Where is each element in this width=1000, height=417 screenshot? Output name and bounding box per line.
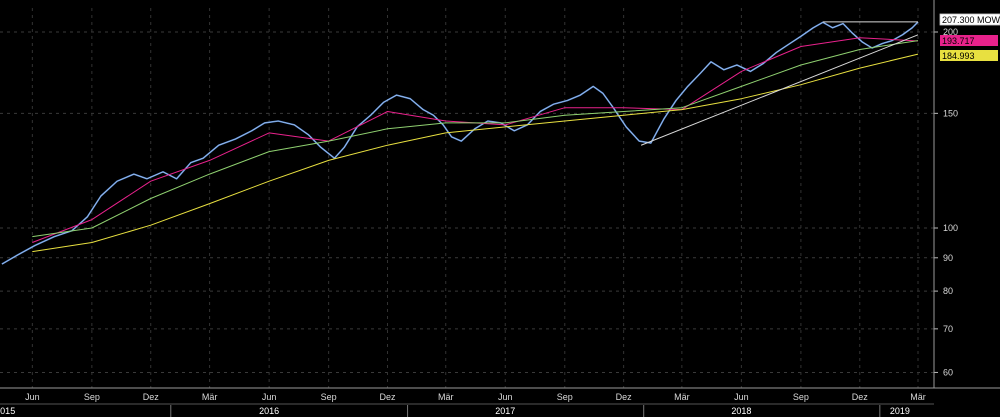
- series-layer: [1, 21, 919, 265]
- year-label: 2019: [890, 406, 910, 416]
- x-tick-label: Jun: [262, 392, 277, 402]
- x-tick-label: Jun: [25, 392, 40, 402]
- y-tick-label: 70: [943, 324, 953, 334]
- y-tick-label: 90: [943, 253, 953, 263]
- y-tick-label: 200: [943, 27, 958, 37]
- y-tick-label: 150: [943, 108, 958, 118]
- y-tick-label: 80: [943, 286, 953, 296]
- x-tick-label: Jun: [498, 392, 513, 402]
- tag-ma3-label: 184.993: [942, 51, 975, 61]
- grid-lines: [0, 8, 934, 388]
- x-tick-label: Mär: [202, 392, 218, 402]
- x-tick-label: Mär: [910, 392, 926, 402]
- series-line-ma3: [32, 53, 919, 253]
- x-tick-label: Dez: [616, 392, 633, 402]
- x-tick-label: Sep: [321, 392, 337, 402]
- x-tick-label: Sep: [84, 392, 100, 402]
- year-label: 2015: [0, 406, 15, 416]
- year-label: 2016: [259, 406, 279, 416]
- year-label: 2017: [495, 406, 515, 416]
- y-tick-label: 100: [943, 223, 958, 233]
- trend-line: [640, 34, 919, 146]
- annotation-layer: [640, 21, 919, 146]
- tag-ma1-box: [940, 35, 998, 46]
- value-tags: 207.300 MOWI 193.717 184.993: [939, 13, 1000, 61]
- x-tick-label: Sep: [793, 392, 809, 402]
- y-tick-label: 60: [943, 367, 953, 377]
- tag-mowi-label: 207.300 MOWI: [942, 15, 1000, 25]
- series-line-ma2: [32, 40, 919, 238]
- tag-ma3-box: [940, 50, 998, 61]
- x-tick-label: Dez: [852, 392, 869, 402]
- x-tick-label: Mär: [438, 392, 454, 402]
- x-tick-label: Jun: [734, 392, 749, 402]
- year-label: 2018: [731, 406, 751, 416]
- x-tick-label: Sep: [557, 392, 573, 402]
- tag-ma1-label: 193.717: [942, 36, 975, 46]
- tag-mowi-box: [939, 13, 1000, 26]
- x-tick-label: Dez: [143, 392, 160, 402]
- x-tick-label: Mär: [674, 392, 690, 402]
- x-tick-label: Dez: [380, 392, 397, 402]
